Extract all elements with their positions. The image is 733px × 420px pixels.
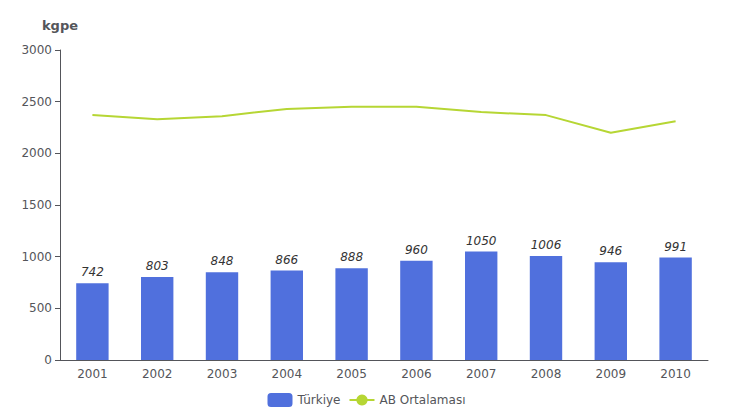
svg-text:2010: 2010 — [660, 367, 691, 381]
svg-text:946: 946 — [599, 244, 622, 258]
svg-text:2008: 2008 — [531, 367, 562, 381]
svg-text:742: 742 — [81, 265, 104, 279]
svg-text:1500: 1500 — [21, 198, 52, 212]
svg-text:kgpe: kgpe — [42, 18, 78, 33]
svg-text:2000: 2000 — [21, 146, 52, 160]
svg-text:2007: 2007 — [466, 367, 497, 381]
svg-text:2002: 2002 — [142, 367, 173, 381]
svg-text:960: 960 — [405, 243, 428, 257]
svg-text:1000: 1000 — [21, 250, 52, 264]
svg-text:866: 866 — [275, 253, 298, 267]
svg-text:2004: 2004 — [272, 367, 303, 381]
svg-text:500: 500 — [29, 301, 52, 315]
svg-text:1050: 1050 — [466, 234, 497, 248]
svg-text:1006: 1006 — [531, 238, 562, 252]
svg-text:3000: 3000 — [21, 43, 52, 57]
svg-text:848: 848 — [211, 254, 234, 268]
svg-text:991: 991 — [664, 240, 687, 254]
svg-text:2006: 2006 — [401, 367, 432, 381]
svg-text:803: 803 — [146, 259, 169, 273]
svg-text:2001: 2001 — [77, 367, 108, 381]
svg-text:2003: 2003 — [207, 367, 238, 381]
svg-text:888: 888 — [340, 250, 363, 264]
svg-text:Türkiye: Türkiye — [297, 393, 341, 407]
svg-text:0: 0 — [44, 353, 52, 367]
svg-text:2005: 2005 — [336, 367, 367, 381]
svg-text:2500: 2500 — [21, 95, 52, 109]
svg-text:AB Ortalaması: AB Ortalaması — [379, 393, 465, 407]
svg-text:2009: 2009 — [596, 367, 627, 381]
